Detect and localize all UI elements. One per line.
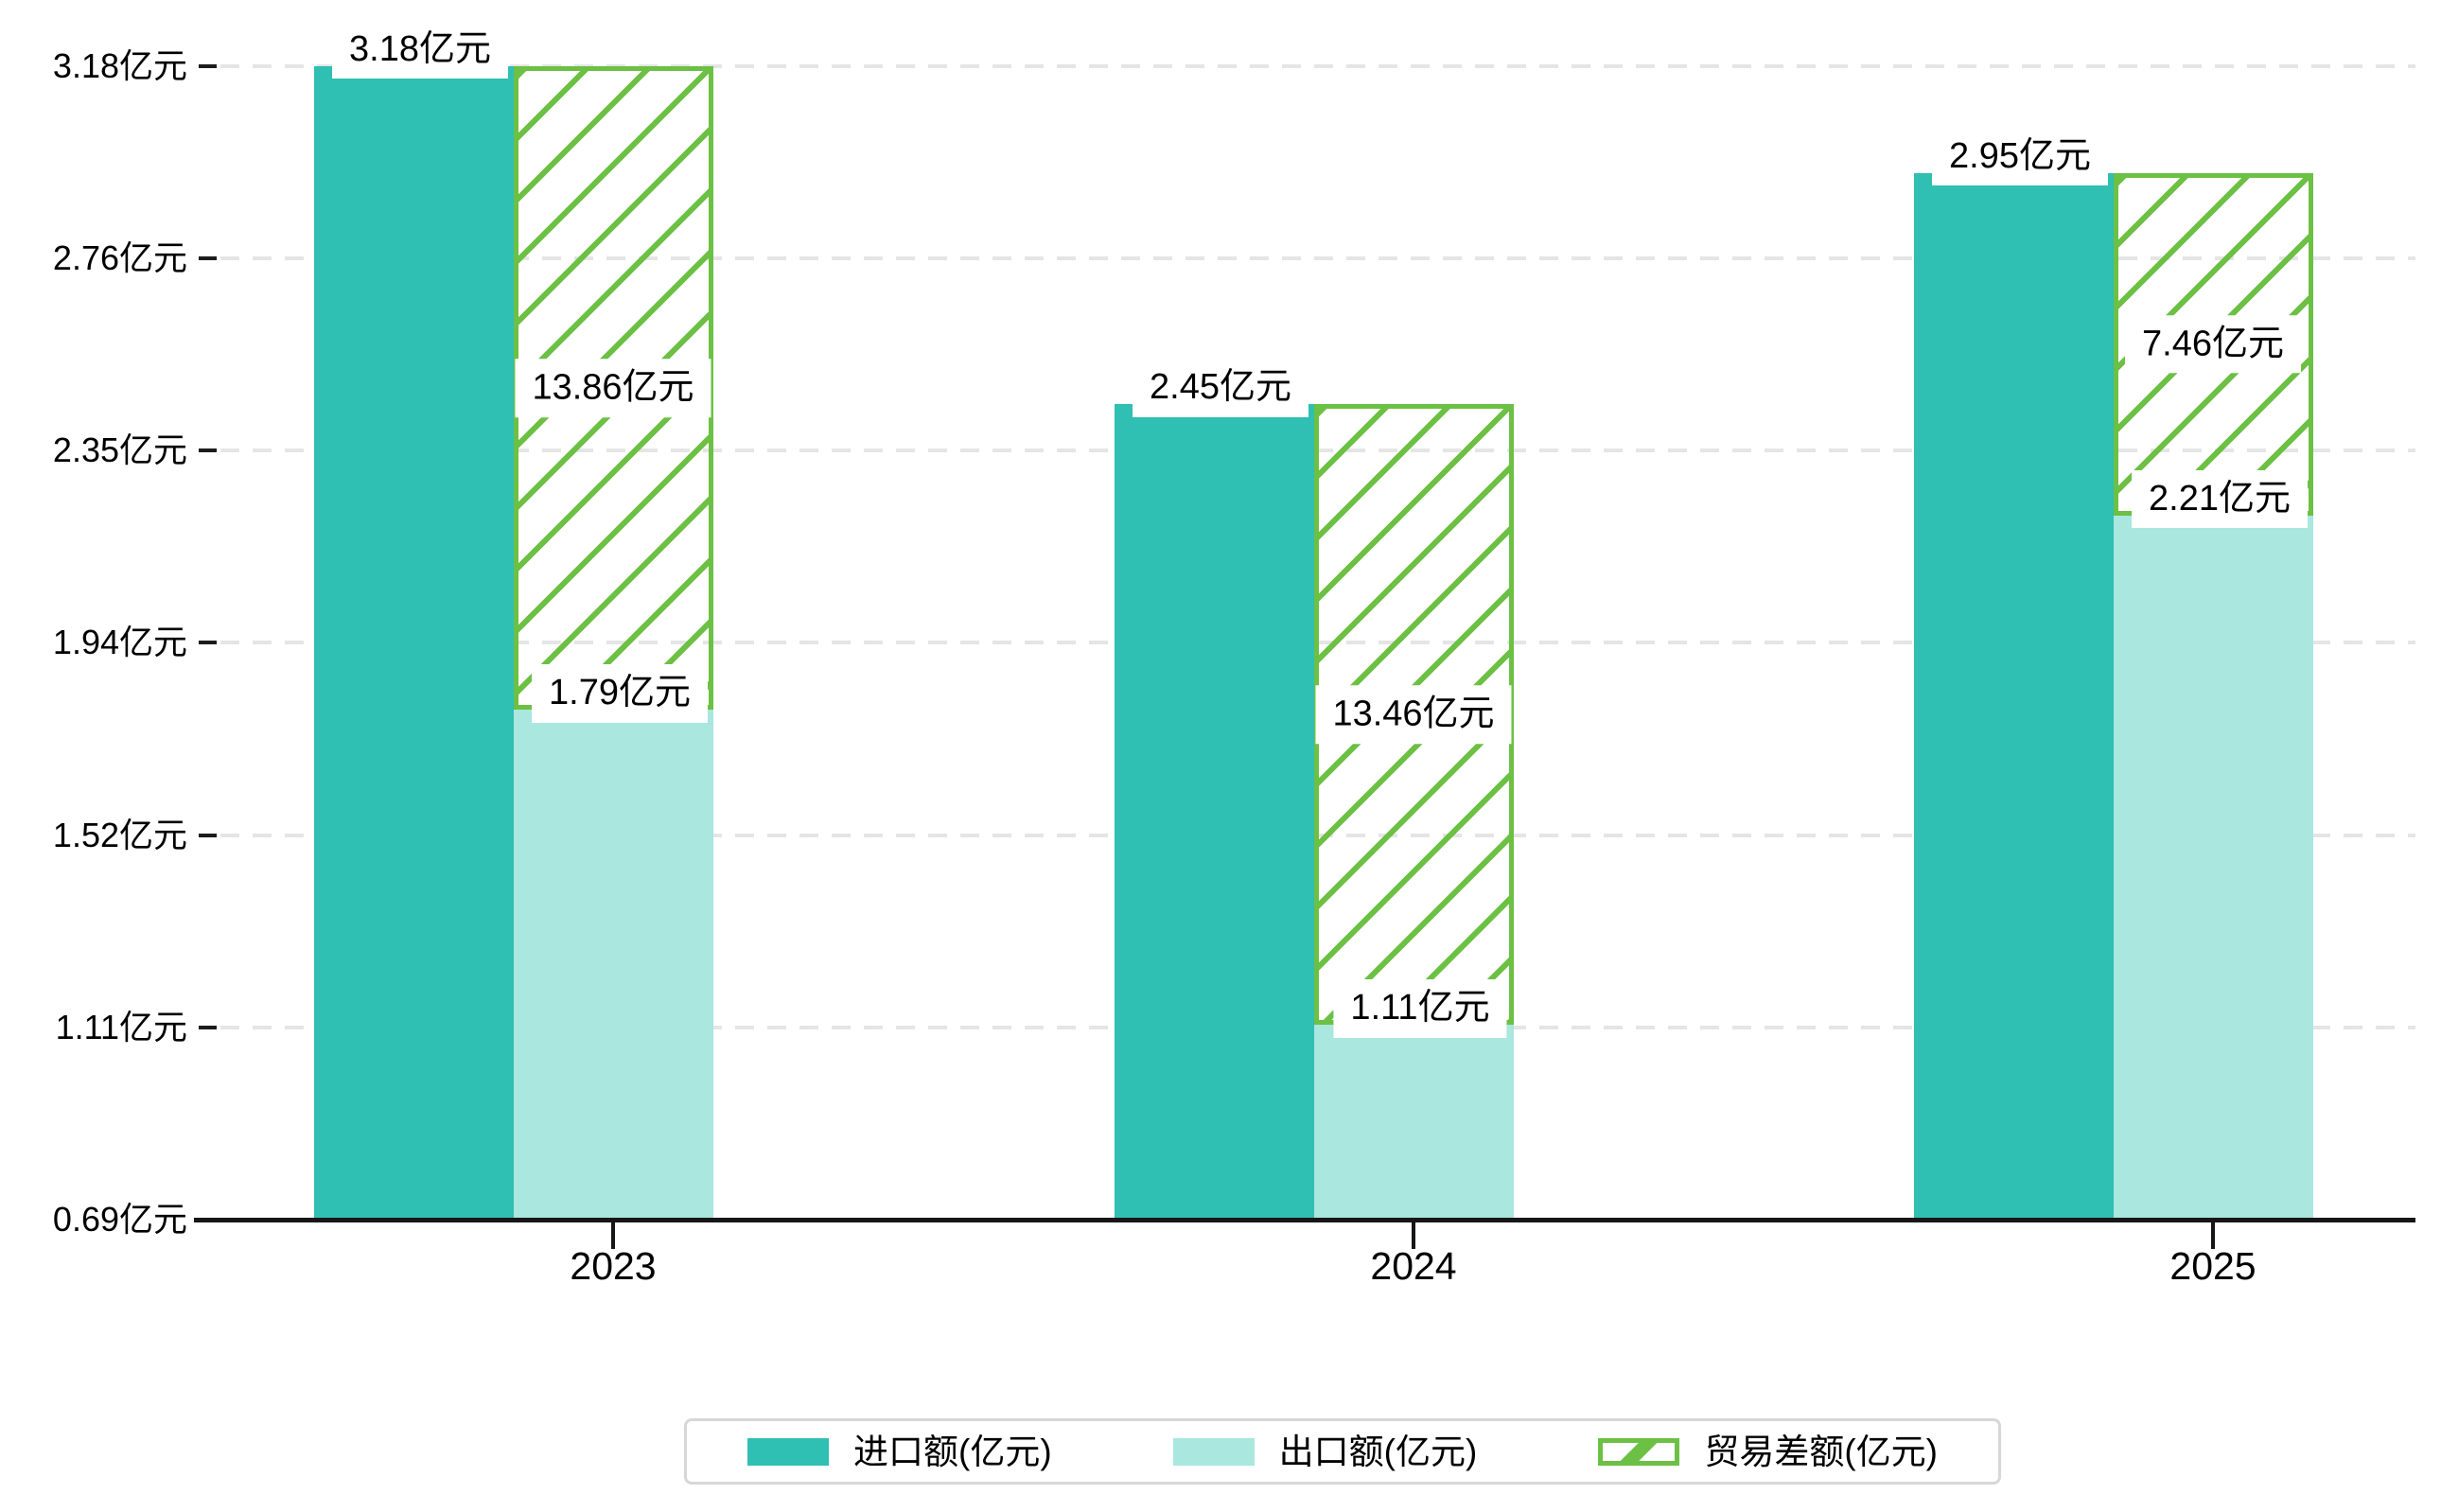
y-tick-label: 2.76亿元: [52, 238, 187, 278]
import-value-label: 3.18亿元: [332, 20, 508, 79]
legend-item-export[interactable]: 出口额(亿元): [1172, 1432, 1478, 1471]
y-tick-label: 1.11亿元: [55, 1007, 187, 1046]
import-value-label: 2.95亿元: [1932, 127, 2108, 185]
x-tick: [611, 1220, 615, 1249]
legend-item-import[interactable]: 进口额(亿元): [747, 1434, 1052, 1469]
y-tick: [199, 641, 217, 645]
x-tick-label: 2025: [2169, 1244, 2257, 1288]
legend-label-import: 进口额(亿元): [853, 1432, 1052, 1471]
y-tick-label: 1.52亿元: [52, 815, 187, 854]
y-tick: [199, 1025, 217, 1029]
export-bar: [2113, 515, 2313, 1220]
x-tick: [2211, 1220, 2215, 1249]
trade-gap-value-label: 7.46亿元: [2125, 314, 2301, 374]
export-value-label: 1.79亿元: [532, 664, 708, 723]
legend-label-export: 出口额(亿元): [1278, 1432, 1478, 1471]
y-tick-label: 3.18亿元: [52, 45, 187, 85]
gridline: [220, 63, 2415, 68]
legend-item-trade-gap[interactable]: 贸易差额(亿元): [1598, 1434, 1938, 1469]
legend-label-trade-gap: 贸易差额(亿元): [1704, 1432, 1938, 1471]
y-tick-label: 2.35亿元: [52, 431, 187, 470]
trade-gap-value-label: 13.86亿元: [515, 359, 711, 417]
y-tick-label: 0.69亿元: [52, 1200, 187, 1239]
y-tick: [199, 833, 217, 837]
export-value-label: 2.21亿元: [2132, 469, 2308, 529]
import-bar: [1114, 404, 1314, 1220]
import-bar: [1913, 172, 2114, 1220]
legend: 进口额(亿元) 出口额(亿元) 贸易差额(亿元): [684, 1418, 2001, 1485]
x-tick: [1412, 1220, 1415, 1249]
y-tick: [199, 256, 217, 261]
trade-gap-value-label: 13.46亿元: [1315, 685, 1512, 745]
export-bar: [1313, 1025, 1514, 1220]
import-value-label: 2.45亿元: [1133, 359, 1308, 417]
gridline: [220, 256, 2415, 261]
x-tick-label: 2023: [570, 1244, 657, 1288]
import-bar: [313, 65, 514, 1220]
y-tick: [199, 448, 217, 453]
y-tick: [199, 63, 217, 68]
export-bar: [513, 710, 713, 1220]
export-value-label: 1.11亿元: [1333, 979, 1507, 1038]
trade-gap-swatch-icon: [1598, 1437, 1680, 1466]
export-swatch-icon: [1172, 1437, 1255, 1466]
y-tick-label: 1.94亿元: [52, 623, 187, 662]
x-axis-line: [194, 1218, 2415, 1222]
x-tick-label: 2024: [1370, 1244, 1457, 1288]
import-swatch-icon: [747, 1437, 830, 1466]
